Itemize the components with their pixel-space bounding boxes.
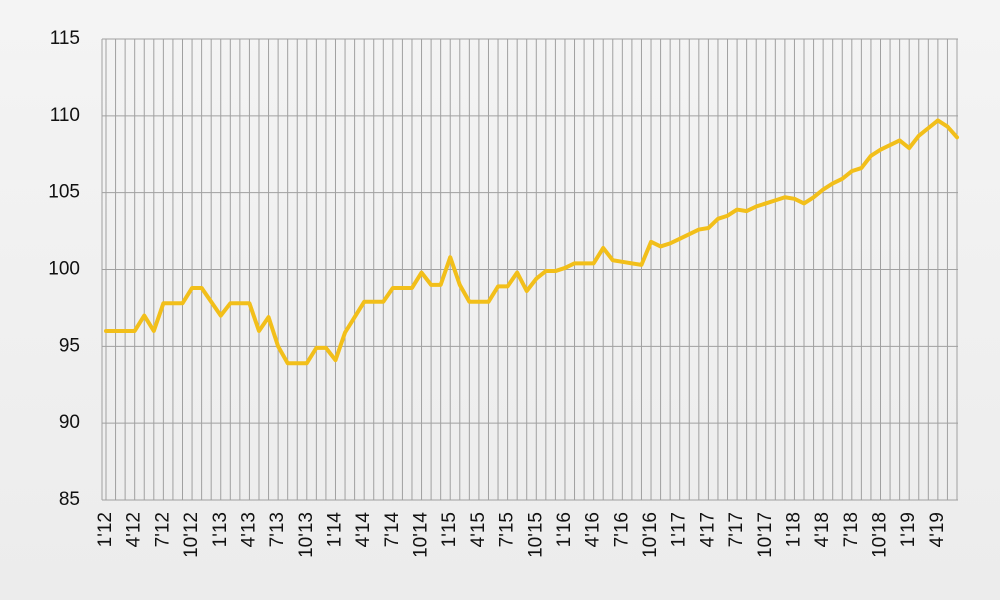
- x-tick-label: 1'19: [898, 512, 919, 547]
- x-tick-label: 10'13: [296, 512, 317, 558]
- x-tick-label: 7'15: [497, 512, 518, 547]
- x-tick-label: 7'14: [382, 512, 403, 548]
- x-tick-label: 4'12: [124, 512, 145, 547]
- x-tick-label: 7'18: [841, 512, 862, 547]
- x-tick-label: 1'13: [210, 512, 231, 547]
- data-line: [104, 118, 959, 366]
- x-tick-label: 10'17: [755, 512, 776, 558]
- x-tick-label: 4'15: [468, 512, 489, 547]
- x-tick-label: 10'12: [181, 512, 202, 558]
- x-tick-label: 4'18: [812, 512, 833, 547]
- y-tick-label: 95: [59, 335, 80, 356]
- x-tick-label: 10'18: [870, 512, 891, 558]
- x-tick-label: 7'13: [267, 512, 288, 547]
- x-tick-label: 4'19: [927, 512, 948, 547]
- x-tick-label: 4'13: [238, 512, 259, 547]
- y-tick-label: 90: [59, 412, 80, 433]
- x-tick-label: 4'14: [353, 512, 374, 548]
- x-tick-label: 7'16: [611, 512, 632, 547]
- x-tick-label: 1'18: [783, 512, 804, 547]
- y-tick-label: 100: [48, 259, 80, 280]
- x-tick-label: 10'15: [525, 512, 546, 558]
- x-tick-label: 7'17: [726, 512, 747, 547]
- x-tick-label: 1'17: [669, 512, 690, 547]
- y-tick-label: 105: [48, 182, 80, 203]
- x-tick-label: 1'16: [554, 512, 575, 547]
- x-tick-label: 7'12: [152, 512, 173, 547]
- x-tick-label: 10'14: [411, 512, 432, 558]
- x-tick-label: 4'17: [697, 512, 718, 547]
- x-tick-label: 10'16: [640, 512, 661, 558]
- x-tick-label: 4'16: [583, 512, 604, 547]
- y-tick-label: 110: [50, 105, 80, 126]
- x-tick-label: 1'14: [324, 512, 345, 548]
- x-tick-label: 1'15: [439, 512, 460, 547]
- y-tick-label: 85: [59, 489, 80, 510]
- x-tick-label: 1'12: [95, 512, 116, 547]
- y-tick-label: 115: [50, 28, 80, 49]
